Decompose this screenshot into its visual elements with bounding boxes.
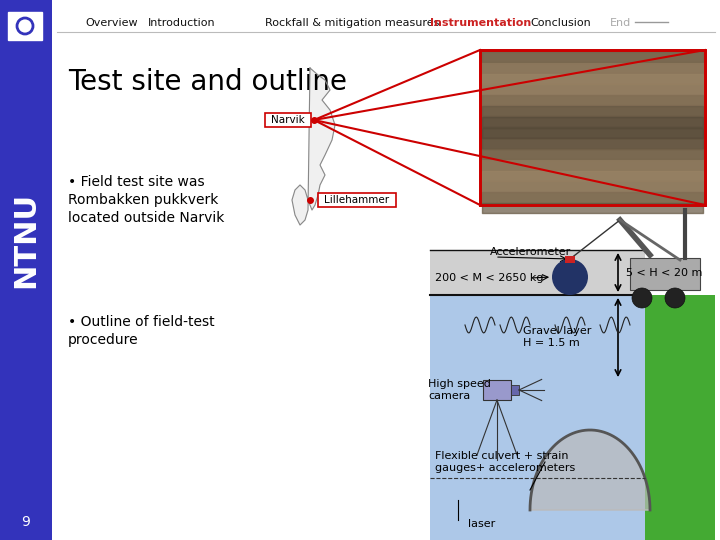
Circle shape <box>665 288 685 308</box>
Text: 9: 9 <box>22 515 30 529</box>
Text: Rombakken pukkverk: Rombakken pukkverk <box>68 193 218 207</box>
Bar <box>8 12 42 40</box>
Text: Rockfall & mitigation measures: Rockfall & mitigation measures <box>265 18 439 28</box>
Text: High speed
camera: High speed camera <box>428 379 491 401</box>
Text: Lillehammer: Lillehammer <box>325 195 390 205</box>
Text: Test site and outline: Test site and outline <box>68 68 347 96</box>
Text: Narvik: Narvik <box>271 115 305 125</box>
Text: located outside Narvik: located outside Narvik <box>68 211 225 225</box>
Text: 5 < H < 20 m: 5 < H < 20 m <box>626 267 703 278</box>
Bar <box>0 0 52 540</box>
Text: NTNU: NTNU <box>12 192 40 288</box>
Text: Introduction: Introduction <box>148 18 215 28</box>
Text: Overview: Overview <box>85 18 138 28</box>
Text: • Field test site was: • Field test site was <box>68 175 204 189</box>
Bar <box>265 113 311 127</box>
Polygon shape <box>292 68 335 225</box>
Text: • Outline of field-test: • Outline of field-test <box>68 315 215 329</box>
Text: Gravel layer
H = 1.5 m: Gravel layer H = 1.5 m <box>523 326 591 348</box>
Bar <box>430 250 645 295</box>
Text: Conclusion: Conclusion <box>530 18 590 28</box>
Bar <box>318 193 396 207</box>
Bar <box>630 258 700 290</box>
Bar <box>511 385 519 395</box>
Circle shape <box>552 259 588 295</box>
Polygon shape <box>530 430 650 510</box>
Text: Flexible culvert + strain
gauges+ accelerometers: Flexible culvert + strain gauges+ accele… <box>435 451 575 473</box>
Text: procedure: procedure <box>68 333 139 347</box>
Bar <box>565 256 575 263</box>
Circle shape <box>632 288 652 308</box>
Bar <box>480 50 705 205</box>
Text: End: End <box>610 18 631 28</box>
Text: Accelerometer: Accelerometer <box>490 247 571 257</box>
Bar <box>480 50 705 205</box>
Text: Instrumentation: Instrumentation <box>430 18 531 28</box>
Bar <box>645 295 715 540</box>
Bar <box>430 295 645 540</box>
Text: laser: laser <box>468 519 495 529</box>
Text: 200 < M < 2650 kg: 200 < M < 2650 kg <box>435 273 544 283</box>
Bar <box>483 380 511 400</box>
